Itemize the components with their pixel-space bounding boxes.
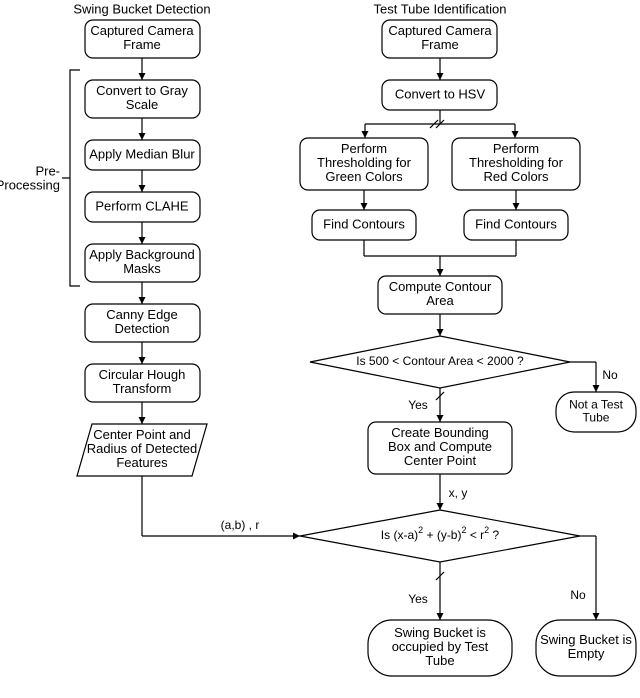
label-preprocessing-l2: Processing [0, 177, 60, 192]
label-yes-2: Yes [408, 592, 428, 606]
node-median-txt: Apply Median Blur [89, 146, 195, 161]
node-canny-txt: Canny EdgeDetection [106, 307, 178, 336]
decision-contour-area-txt: Is 500 < Contour Area < 2000 ? [356, 354, 524, 368]
title-left: Swing Bucket Detection [73, 1, 210, 16]
node-contours-b-txt: Find Contours [475, 216, 557, 231]
label-preprocessing-l1: Pre- [35, 163, 60, 178]
node-contours-a-txt: Find Contours [323, 216, 405, 231]
label-xy: x, y [449, 486, 468, 500]
node-hsv-txt: Convert to HSV [395, 86, 486, 101]
label-no-1: No [602, 368, 618, 382]
title-right: Test Tube Identification [374, 1, 507, 16]
label-abr: (a,b) , r [221, 518, 260, 532]
node-clahe-txt: Perform CLAHE [95, 198, 189, 213]
label-yes-1: Yes [408, 398, 428, 412]
label-no-2: No [570, 588, 586, 602]
bracket-preprocessing [62, 70, 80, 286]
decision-circle-txt: Is (x-a)2 + (y-b)2 < r2 ? [381, 525, 500, 542]
flowchart-diagram: Swing Bucket Detection Test Tube Identif… [0, 0, 640, 698]
